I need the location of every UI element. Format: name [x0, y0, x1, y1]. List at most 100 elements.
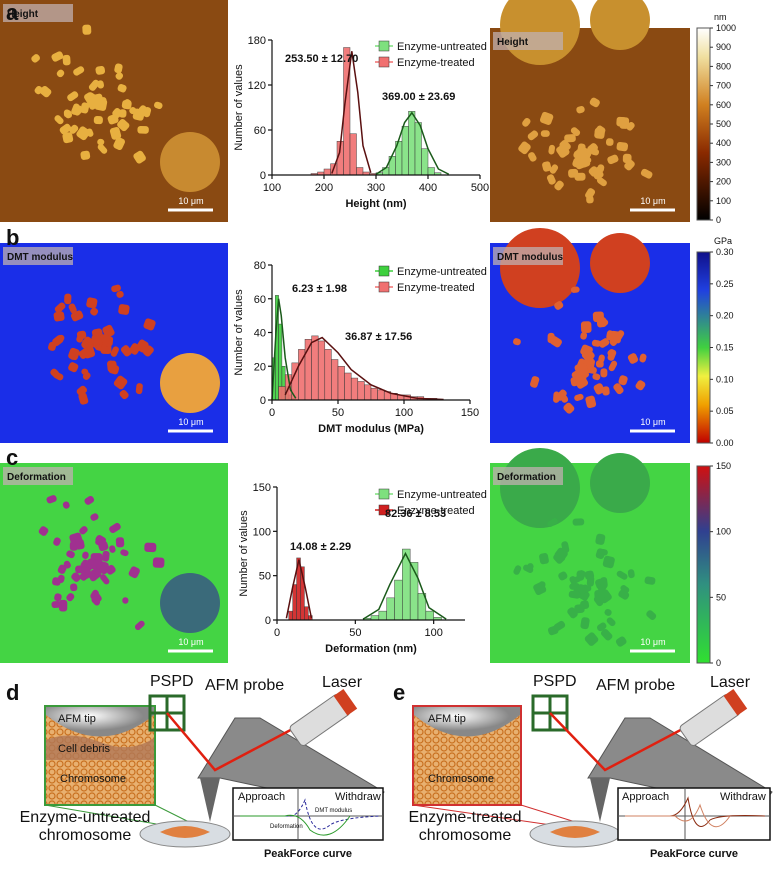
sample-title: chromosome: [419, 827, 512, 844]
chromosome-blob: [540, 130, 550, 137]
chromosome-blob: [513, 338, 521, 346]
colorbar-tick-label: 0.05: [716, 406, 734, 416]
histogram-bar: [377, 389, 385, 401]
y-tick-label: 120: [248, 80, 266, 92]
chromosome-blob: [533, 582, 547, 596]
y-tick-label: 180: [248, 35, 266, 47]
chromosome-blob: [69, 124, 79, 134]
image-label-box: [493, 32, 563, 50]
chromosome-blob: [39, 85, 52, 98]
chromosome-blob: [97, 143, 108, 154]
chromosome-blob: [570, 127, 581, 137]
chromosome-blob: [78, 347, 91, 359]
chromosome-blob: [547, 332, 555, 344]
chromosome-blob: [596, 622, 607, 632]
chromosome-blob: [142, 345, 154, 357]
annotation: 14.08 ± 2.29: [290, 541, 351, 553]
histogram-bar: [317, 340, 326, 401]
chromosome-blob: [90, 307, 99, 316]
chromosome-blob: [604, 608, 612, 616]
chromosome-blob: [581, 348, 595, 362]
colorbar-tick-label: 200: [716, 177, 731, 187]
colorbar-tick-label: 1000: [716, 23, 736, 33]
chromosome-blob: [109, 545, 116, 553]
chromosome-blob: [70, 310, 84, 322]
chromosome-blob: [615, 330, 625, 341]
histogram-bar: [394, 579, 403, 621]
chromosome-blob: [595, 533, 606, 545]
force-curve: [625, 803, 731, 828]
curve-title: PeakForce curve: [650, 848, 738, 860]
chromosome-blob: [114, 63, 123, 74]
chromosome-blob: [71, 572, 81, 582]
force-curve: [240, 798, 381, 830]
laser-label: Laser: [710, 674, 751, 691]
legend-swatch: [378, 265, 390, 277]
image-label: DMT modulus: [7, 252, 74, 263]
chromosome-blob: [81, 340, 90, 349]
colorbar-tick-label: 0.25: [716, 279, 734, 289]
chromosome-blob: [580, 617, 590, 630]
chromosome-blob: [121, 100, 132, 110]
image-label-box: [493, 247, 563, 265]
fit-curve: [362, 551, 447, 620]
laser-body: [289, 688, 358, 746]
schematic-d: [44, 688, 385, 848]
chromosome-blob: [595, 548, 606, 559]
chromosome-blob: [62, 132, 74, 144]
chromosome-blob: [600, 628, 613, 641]
approach-label: Approach: [622, 791, 669, 803]
y-tick-label: 20: [254, 361, 266, 373]
chromosome-blob: [110, 346, 119, 357]
chromosome-blob: [116, 290, 124, 298]
histogram-bar: [292, 584, 297, 621]
chromosome-blob: [48, 341, 57, 351]
chromosome-blob: [57, 574, 65, 583]
image-label-box: [3, 467, 73, 485]
histogram-bar: [427, 167, 435, 176]
histogram-bar: [370, 387, 378, 401]
chromosome-blob: [102, 550, 110, 562]
histogram-bar: [278, 386, 286, 401]
chromosome-blob: [88, 572, 97, 582]
chromosome-blob: [68, 362, 79, 373]
chromosome-blob: [609, 338, 618, 346]
chromosome-blob: [119, 389, 129, 400]
chromosome-blob: [73, 66, 85, 76]
chromosome-blob: [547, 518, 558, 527]
fit-curve: [285, 559, 313, 619]
chromosome-blob: [86, 297, 98, 309]
chromosome-blob: [561, 541, 570, 553]
colorbar-tick-label: 50: [716, 592, 726, 602]
chromosome-blob: [120, 549, 129, 557]
chromosome-blob: [129, 107, 137, 115]
chromosome-blob: [639, 353, 647, 363]
x-tick-label: 100: [395, 407, 413, 419]
chromosome-blob: [594, 127, 605, 139]
chromosome-blob: [616, 570, 628, 580]
chromosome-blob: [554, 301, 564, 310]
cell-disk: [160, 353, 220, 413]
chromosome-blob: [107, 114, 119, 125]
chromosome-blob: [78, 392, 89, 405]
chromosome-blob: [144, 542, 157, 553]
chromosome-blob: [606, 330, 614, 341]
x-tick-label: 50: [332, 407, 344, 419]
x-tick-label: 150: [461, 407, 479, 419]
chromosome-blob: [122, 597, 129, 604]
histogram-bar: [386, 597, 395, 621]
histogram-bar: [331, 359, 339, 401]
chromosome-blob: [574, 172, 586, 181]
labels: PSPD AFM probe Laser AFM tip Cell debris…: [6, 0, 766, 860]
chromosome-blob: [105, 564, 116, 575]
chromosome-blob: [98, 541, 109, 552]
chromosome-blob: [34, 85, 43, 95]
colorbar-tick-label: 300: [716, 157, 731, 167]
y-tick-label: 60: [254, 294, 266, 306]
chromosome-blob: [618, 589, 630, 600]
chromosome-blob: [73, 105, 84, 116]
image-label-box: [3, 4, 73, 22]
colorbar-tick-label: 700: [716, 81, 731, 91]
chromosome-blob: [608, 360, 618, 372]
chromosome-blob: [572, 518, 585, 526]
